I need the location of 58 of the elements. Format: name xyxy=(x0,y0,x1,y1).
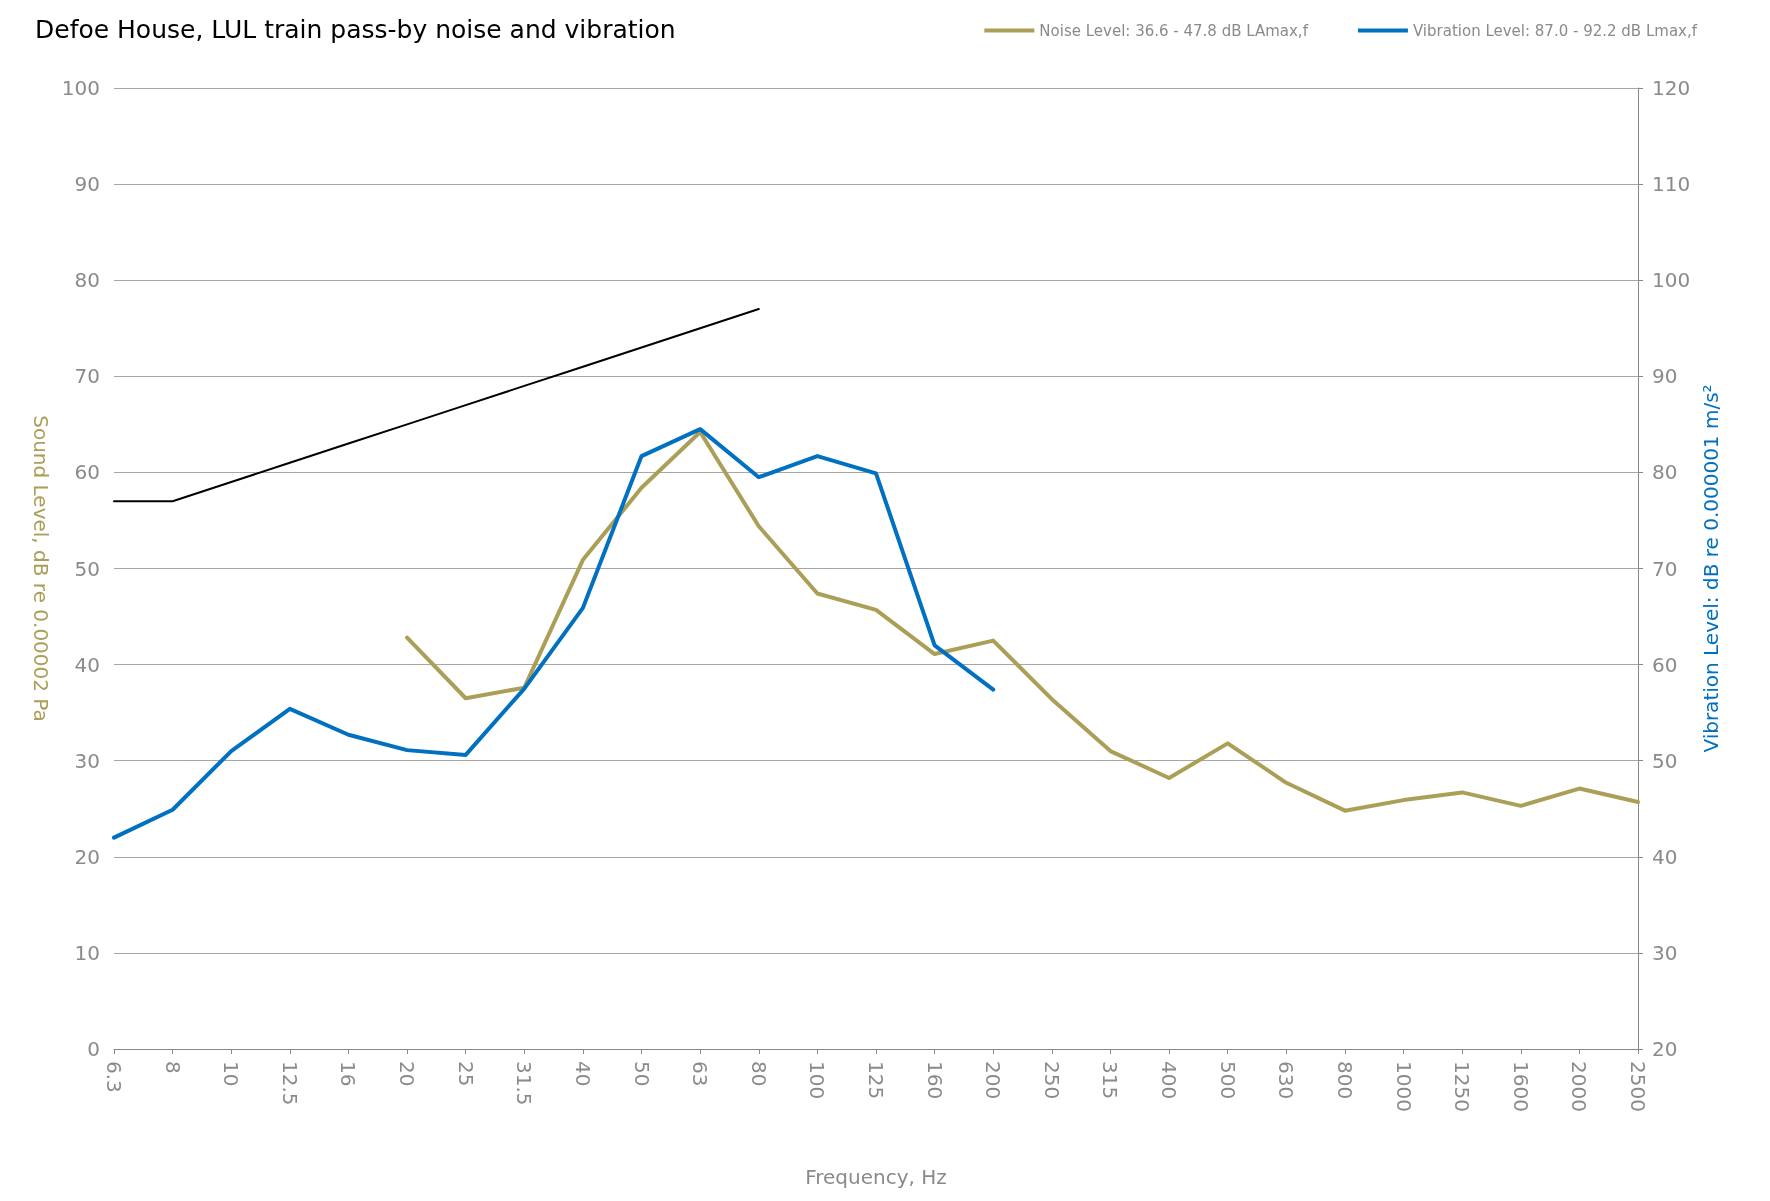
y2-tick-label: 60 xyxy=(1652,652,1678,677)
y2-tick-label: 80 xyxy=(1652,460,1678,485)
x-tick-label: 1000 xyxy=(1391,1061,1416,1112)
x-tick-label: 50 xyxy=(629,1061,654,1087)
y-tick-label: 70 xyxy=(74,364,100,389)
x-tick-label: 6.3 xyxy=(102,1061,126,1093)
x-tick-label: 630 xyxy=(1274,1061,1299,1100)
y-tick-label: 40 xyxy=(74,652,100,677)
x-tick-label: 1250 xyxy=(1450,1061,1475,1112)
x-tick-label: 315 xyxy=(1098,1061,1123,1100)
line-series xyxy=(113,308,760,503)
y2-tick-label: 70 xyxy=(1652,556,1678,581)
x-tick-label: 1600 xyxy=(1508,1061,1533,1112)
chart-title: Defoe House, LUL train pass-by noise and vibration xyxy=(35,15,676,44)
x-tick-label: 80 xyxy=(746,1061,771,1087)
line-series xyxy=(405,430,1640,813)
x-tick-label: 200 xyxy=(981,1061,1006,1100)
x-tick-label: 63 xyxy=(688,1061,713,1087)
y-tick-label: 30 xyxy=(74,748,100,773)
y-tick-label: 90 xyxy=(74,172,100,197)
x-tick-label: 20 xyxy=(395,1061,420,1087)
x-tick-label: 8 xyxy=(160,1061,185,1074)
y2-tick-label: 90 xyxy=(1652,364,1678,389)
x-tick-label: 100 xyxy=(805,1061,830,1100)
x-tick-label: 40 xyxy=(570,1061,595,1087)
y-tick-label: 60 xyxy=(74,460,100,485)
y2-tick-label: 120 xyxy=(1652,76,1691,100)
legend-label: Vibration Level: 87.0 - 92.2 dB Lmax,f xyxy=(1412,21,1698,40)
y-tick-label: 20 xyxy=(74,844,100,869)
x-tick-label: 2500 xyxy=(1626,1061,1650,1112)
y2-axis-title: Vibration Level: dB re 0.000001 m/s² xyxy=(1699,384,1724,753)
y2-tick-label: 50 xyxy=(1652,748,1678,773)
x-tick-label: 16 xyxy=(336,1061,361,1087)
x-tick-label: 12.5 xyxy=(277,1061,302,1106)
line-series xyxy=(112,427,996,840)
y-tick-label: 80 xyxy=(74,268,100,293)
y-tick-label: 50 xyxy=(74,556,100,581)
x-tick-label: 125 xyxy=(864,1061,888,1100)
x-tick-label: 25 xyxy=(453,1061,478,1087)
x-tick-label: 800 xyxy=(1332,1061,1357,1100)
x-tick-label: 10 xyxy=(219,1061,244,1087)
x-tick-label: 31.5 xyxy=(512,1061,537,1106)
x-tick-label: 500 xyxy=(1215,1061,1240,1100)
x-tick-label: 250 xyxy=(1039,1061,1064,1100)
y-tick-label: 10 xyxy=(74,940,100,965)
x-tick-label: 160 xyxy=(922,1061,947,1100)
y2-tick-label: 100 xyxy=(1652,268,1691,293)
y-tick-label: 0 xyxy=(87,1037,100,1061)
y2-tick-label: 20 xyxy=(1652,1037,1678,1061)
x-tick-label: 400 xyxy=(1157,1061,1182,1100)
x-tick-label: 2000 xyxy=(1567,1061,1592,1112)
y2-tick-label: 30 xyxy=(1652,940,1678,965)
y2-tick-label: 110 xyxy=(1652,172,1691,197)
legend-label: Noise Level: 36.6 - 47.8 dB LAmax,f xyxy=(1039,21,1309,40)
y-tick-label: 100 xyxy=(61,76,100,100)
y-axis-title: Sound Level, dB re 0.00002 Pa xyxy=(28,415,53,722)
x-axis-title: Frequency, Hz xyxy=(805,1165,947,1189)
y2-tick-label: 40 xyxy=(1652,844,1678,869)
